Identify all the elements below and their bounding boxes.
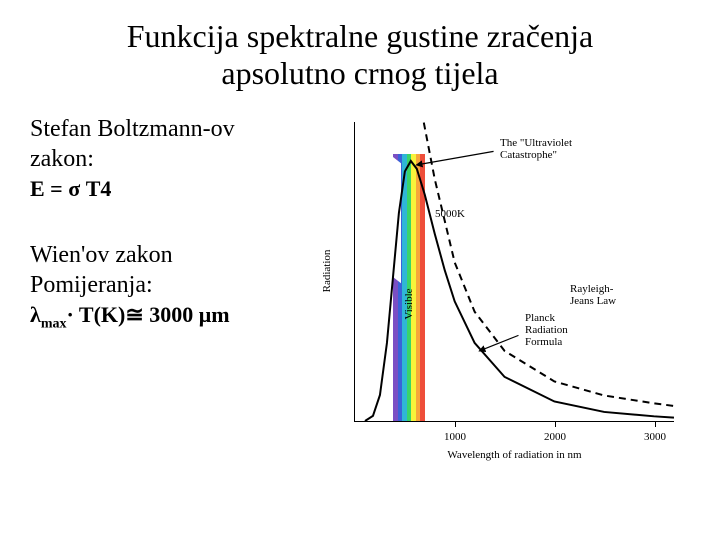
chart-area: Radiation Wavelength of radiation in nm … [314, 114, 710, 484]
x-tick-label: 3000 [644, 431, 666, 443]
uv-catastrophe-arrow [417, 151, 494, 165]
visible-label: Visible [403, 289, 415, 320]
sb-eq-prefix: E = [30, 176, 68, 201]
wien-eq-mid: · T(K)≅ 3000 [66, 302, 198, 327]
chart-svg [355, 122, 674, 421]
page-title: Funkcija spektralne gustine zračenja aps… [0, 0, 720, 92]
title-line-1: Funkcija spektralne gustine zračenja [0, 18, 720, 55]
sb-eq-suffix: T4 [80, 176, 111, 201]
wien-line1: Wien'ov zakon [30, 240, 310, 270]
sb-equation: E = σ T4 [30, 176, 310, 202]
left-column: Stefan Boltzmann-ov zakon: E = σ T4 Wien… [30, 114, 310, 484]
wien-eq-unit: m [211, 302, 229, 327]
x-tick [555, 421, 556, 427]
rayleigh-jeans-curve [405, 122, 674, 406]
x-tick [655, 421, 656, 427]
wien-equation: λmax· T(K)≅ 3000 μm [30, 302, 310, 332]
stefan-boltzmann-block: Stefan Boltzmann-ov zakon: E = σ T4 [30, 114, 310, 202]
sb-line2: zakon: [30, 144, 310, 174]
x-axis-label: Wavelength of radiation in nm [447, 449, 581, 461]
lambda-symbol: λ [30, 302, 41, 327]
sigma-symbol: σ [68, 176, 80, 201]
y-axis-label: Radiation [321, 250, 333, 293]
content-row: Stefan Boltzmann-ov zakon: E = σ T4 Wien… [0, 114, 720, 484]
x-tick [455, 421, 456, 427]
lambda-sub: max [41, 316, 67, 331]
title-line-2: apsolutno crnog tijela [0, 55, 720, 92]
wien-line2: Pomijeranja: [30, 270, 310, 300]
sb-line1: Stefan Boltzmann-ov [30, 114, 310, 144]
mu-symbol: μ [199, 302, 211, 327]
wien-block: Wien'ov zakon Pomijeranja: λmax· T(K)≅ 3… [30, 240, 310, 332]
chart-frame: Radiation Wavelength of radiation in nm … [354, 122, 674, 422]
x-tick-label: 1000 [444, 431, 466, 443]
x-tick-label: 2000 [544, 431, 566, 443]
planck-formula-arrow [480, 335, 519, 350]
